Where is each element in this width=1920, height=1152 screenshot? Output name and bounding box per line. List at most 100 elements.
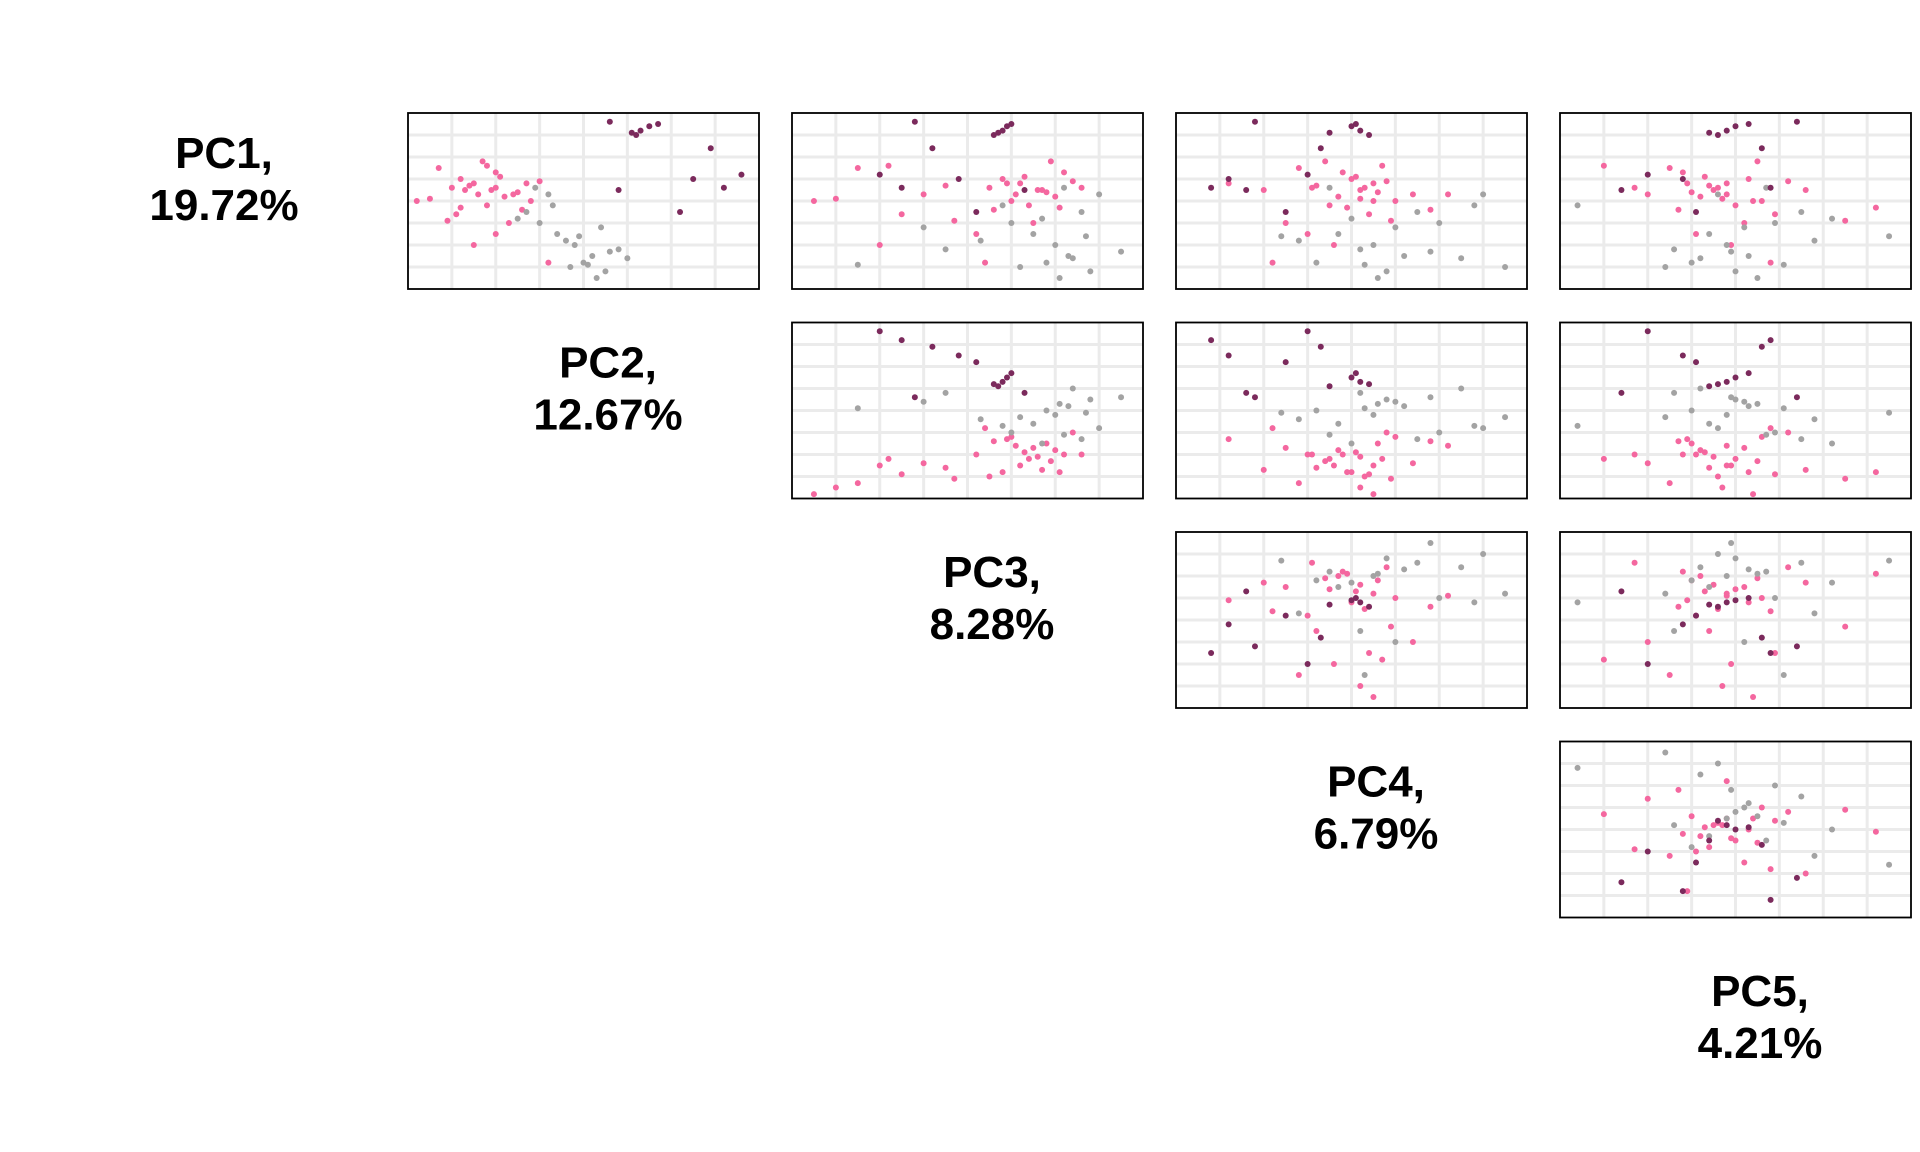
point	[738, 171, 745, 178]
point	[1644, 848, 1651, 855]
point	[1061, 184, 1068, 191]
point	[1021, 449, 1028, 456]
point	[1370, 411, 1377, 418]
point	[1706, 844, 1713, 851]
point	[492, 169, 499, 176]
panel	[1175, 112, 1528, 290]
point	[527, 198, 534, 204]
point	[1745, 403, 1752, 410]
point	[1679, 451, 1686, 458]
points	[1574, 118, 1893, 281]
point	[1763, 837, 1770, 844]
point	[1872, 570, 1879, 577]
point	[1243, 187, 1250, 193]
point	[1618, 187, 1625, 193]
point	[1370, 462, 1377, 469]
points	[1208, 540, 1509, 700]
point	[1758, 804, 1765, 811]
point	[602, 268, 609, 275]
point	[1361, 672, 1368, 678]
point	[1243, 588, 1250, 595]
point	[1392, 224, 1399, 231]
point	[1052, 447, 1059, 454]
point	[1480, 191, 1487, 198]
point	[1675, 603, 1682, 610]
point	[1225, 352, 1232, 359]
point	[1118, 248, 1125, 255]
point	[1096, 425, 1103, 432]
point	[1458, 385, 1465, 392]
point	[1056, 400, 1063, 407]
point	[1728, 242, 1735, 248]
point	[1644, 328, 1651, 335]
panel-border	[1559, 740, 1912, 919]
point	[1225, 436, 1232, 443]
point	[457, 176, 464, 182]
point	[1304, 451, 1311, 458]
point	[606, 118, 613, 125]
point	[1754, 575, 1761, 582]
panel-border	[1175, 321, 1528, 500]
point	[1693, 612, 1700, 619]
point	[1662, 590, 1669, 597]
point	[1003, 180, 1010, 187]
point	[990, 206, 997, 213]
point	[483, 202, 490, 209]
point	[1427, 248, 1434, 255]
point	[1034, 453, 1041, 460]
point	[1644, 460, 1651, 467]
point	[1269, 259, 1276, 266]
point	[1295, 672, 1302, 678]
point	[462, 187, 469, 193]
point	[1427, 206, 1434, 213]
point	[1684, 888, 1691, 895]
point	[1631, 846, 1638, 853]
point	[1295, 480, 1302, 487]
point	[1056, 275, 1063, 281]
point	[1714, 191, 1721, 198]
point	[1339, 169, 1346, 176]
point	[413, 198, 420, 204]
point	[584, 261, 591, 268]
panel-border	[407, 112, 760, 290]
point	[854, 405, 861, 412]
point	[1741, 224, 1748, 231]
point	[615, 187, 622, 193]
point	[1798, 209, 1805, 215]
point	[1662, 749, 1669, 756]
point	[1370, 242, 1377, 248]
point	[1278, 233, 1285, 240]
point	[1767, 608, 1774, 615]
point	[1710, 453, 1717, 460]
point	[1618, 588, 1625, 595]
point	[1414, 436, 1421, 443]
point	[562, 237, 569, 244]
point	[1886, 233, 1893, 240]
point	[1732, 808, 1739, 815]
point	[1697, 193, 1704, 200]
point	[1802, 187, 1809, 193]
point	[1427, 540, 1434, 546]
point	[1401, 253, 1408, 259]
point	[1732, 555, 1739, 562]
point	[876, 328, 883, 335]
point	[1021, 187, 1028, 193]
point	[1732, 597, 1739, 604]
point	[1600, 162, 1607, 169]
point	[505, 220, 512, 226]
point	[1706, 182, 1713, 189]
point	[1574, 599, 1581, 606]
point	[1427, 394, 1434, 401]
point	[1352, 121, 1359, 127]
point	[1741, 398, 1748, 405]
point	[1701, 449, 1708, 456]
point	[1339, 451, 1346, 458]
point	[1335, 420, 1342, 427]
point	[554, 231, 561, 237]
point	[1723, 599, 1730, 606]
point	[1728, 248, 1735, 255]
point	[1260, 579, 1267, 586]
point	[929, 343, 936, 350]
point	[898, 211, 905, 218]
point	[1401, 566, 1408, 573]
